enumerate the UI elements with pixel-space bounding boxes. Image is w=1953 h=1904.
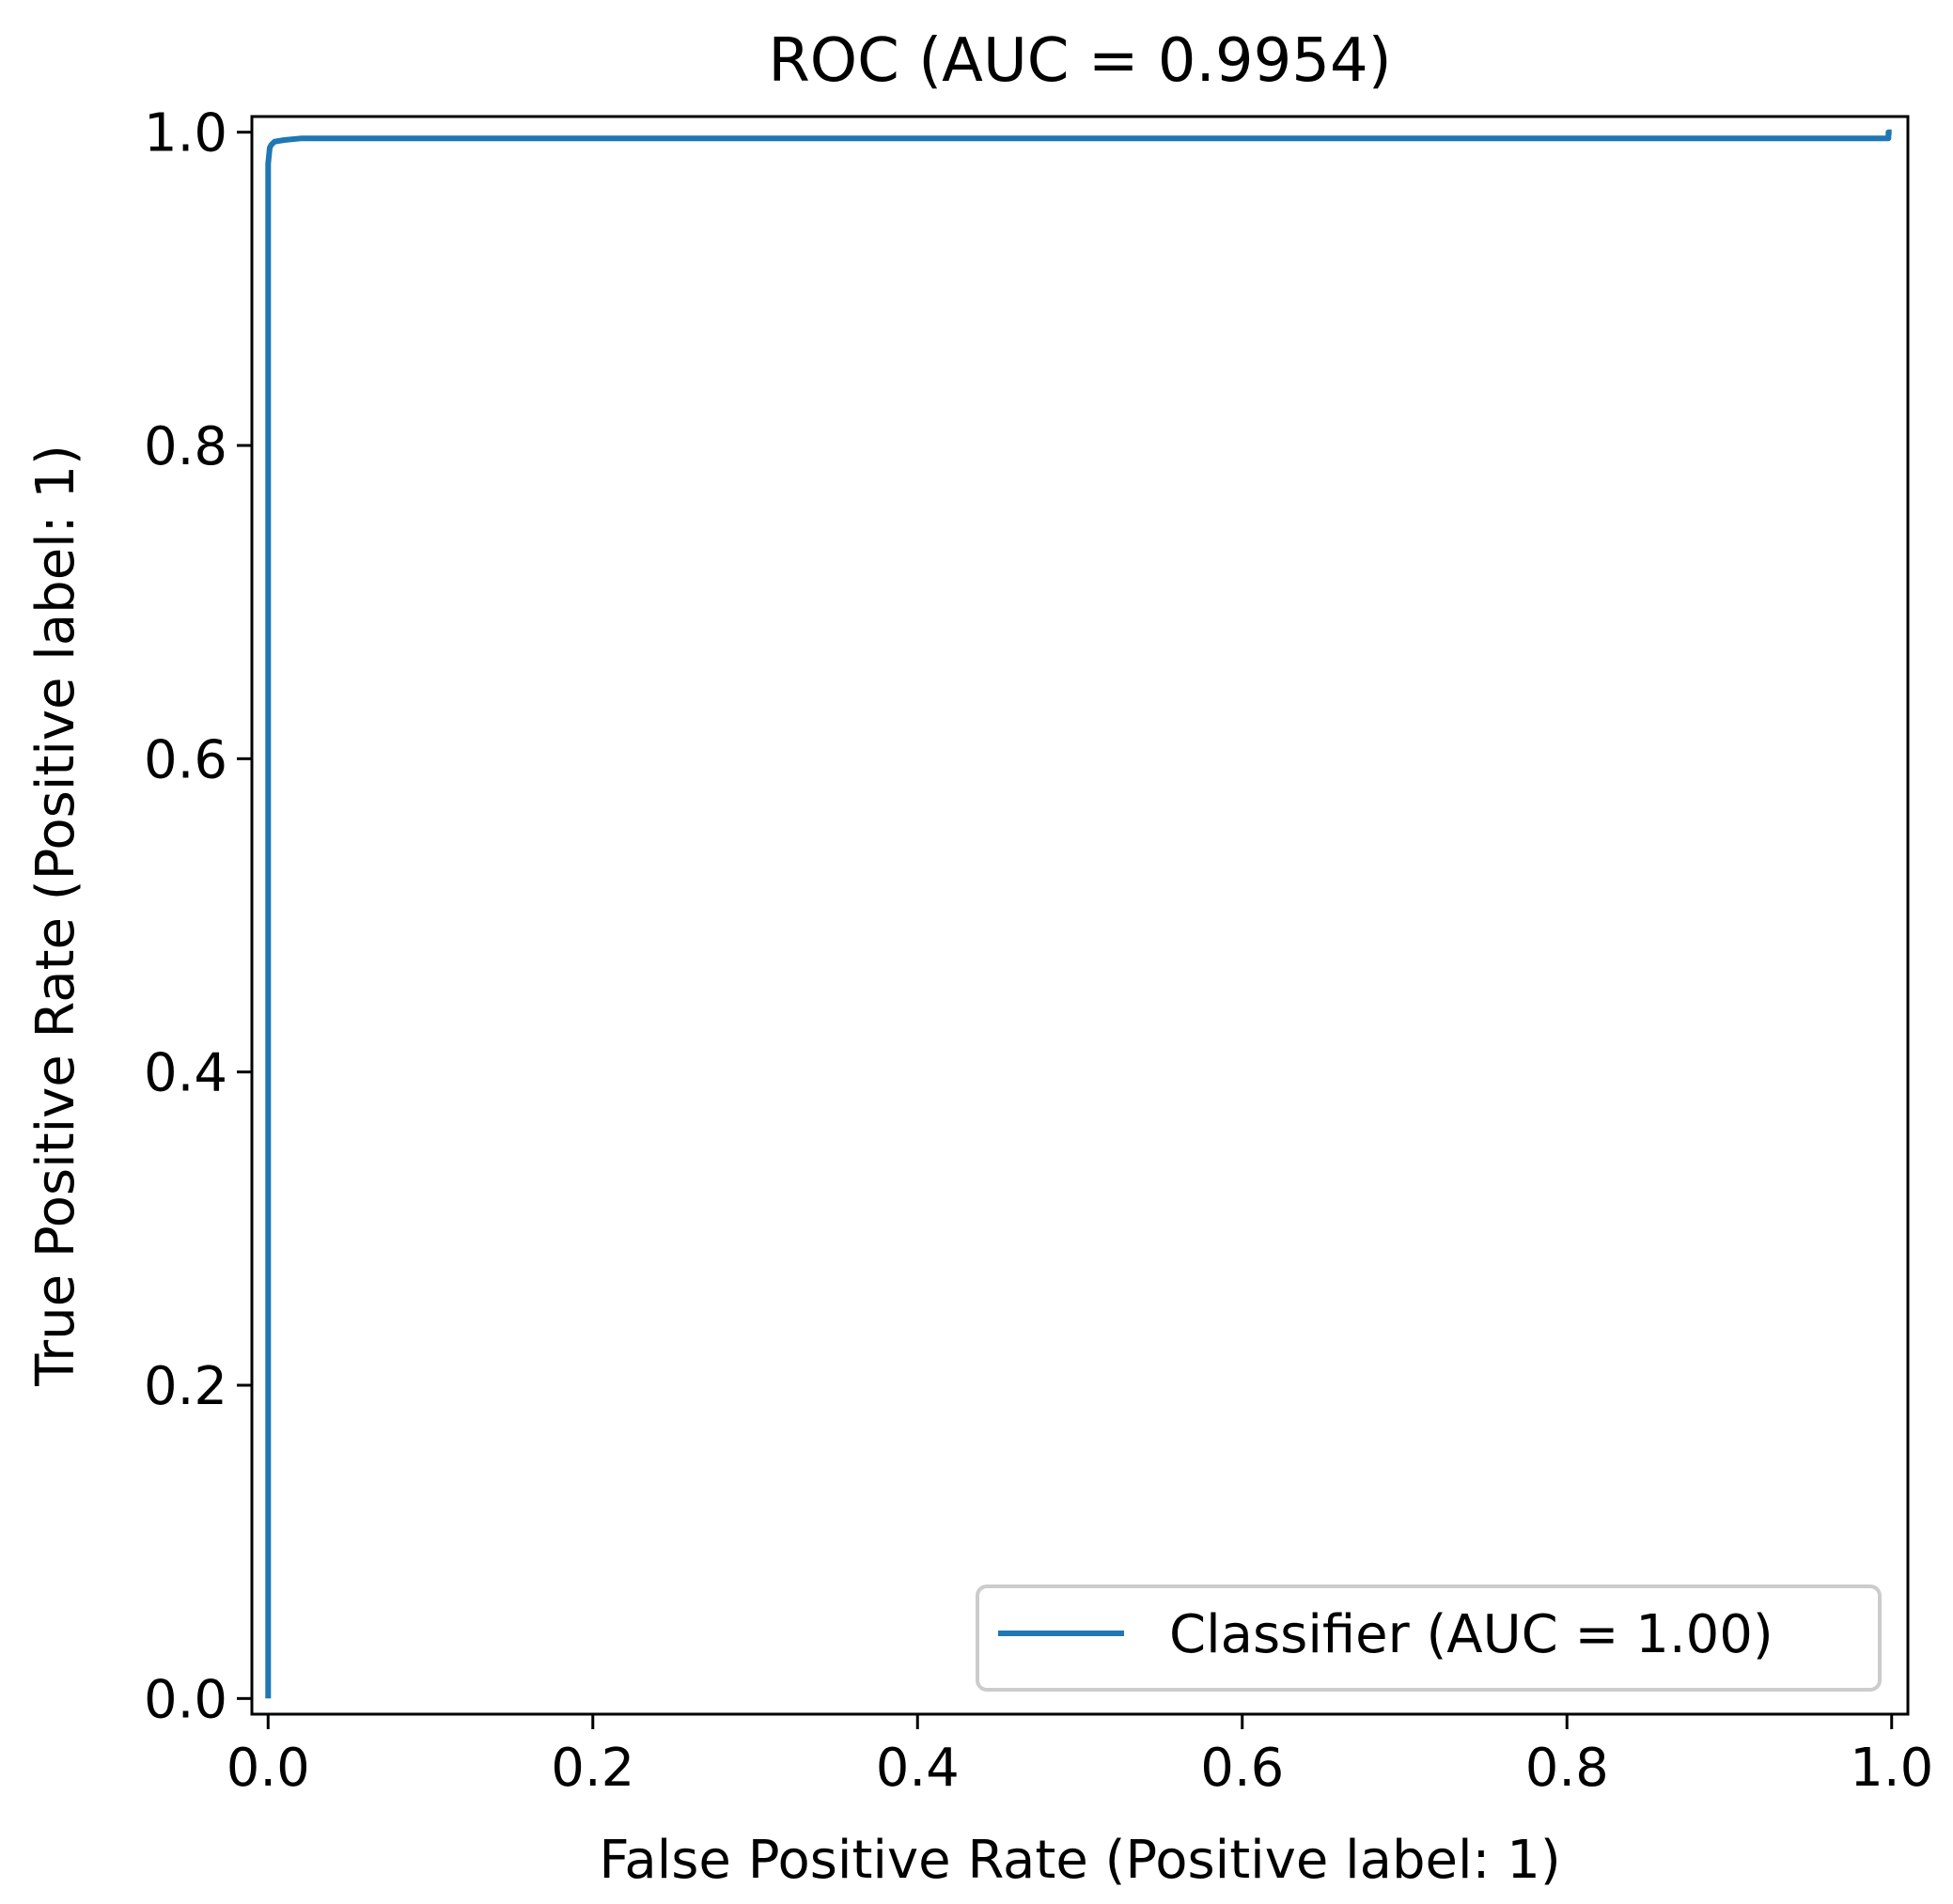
y-tick-label: 0.8	[144, 416, 227, 477]
x-tick-label: 0.4	[876, 1738, 960, 1799]
y-tick-label: 0.6	[144, 729, 227, 790]
x-axis-label: False Positive Rate (Positive label: 1)	[599, 1830, 1560, 1891]
legend-box	[976, 1584, 1882, 1692]
plot-area	[250, 115, 1910, 1716]
legend: Classifier (AUC = 1.00)	[976, 1584, 1882, 1692]
series-line-0	[265, 129, 1892, 1699]
y-axis-label: True Positive Rate (Positive label: 1)	[25, 445, 86, 1387]
plot-frame	[250, 115, 1910, 1716]
y-tick-label: 1.0	[144, 103, 227, 164]
x-tick-label: 0.8	[1525, 1738, 1609, 1799]
x-tick-label: 1.0	[1850, 1738, 1933, 1799]
x-tick-label: 0.2	[551, 1738, 634, 1799]
chart-title: ROC (AUC = 0.9954)	[768, 26, 1391, 96]
y-tick-label: 0.0	[144, 1669, 227, 1730]
y-axis: 0.0 0.2 0.4 0.6 0.8 1.0	[144, 103, 252, 1730]
x-tick-label: 0.0	[227, 1738, 310, 1799]
y-tick-label: 0.4	[144, 1043, 227, 1104]
y-tick-label: 0.2	[144, 1356, 227, 1417]
curve-layer	[265, 129, 1892, 1699]
x-tick-label: 0.6	[1200, 1738, 1284, 1799]
legend-entry-classifier: Classifier (AUC = 1.00)	[1169, 1604, 1773, 1665]
x-axis: 0.0 0.2 0.4 0.6 0.8 1.0	[227, 1714, 1933, 1799]
